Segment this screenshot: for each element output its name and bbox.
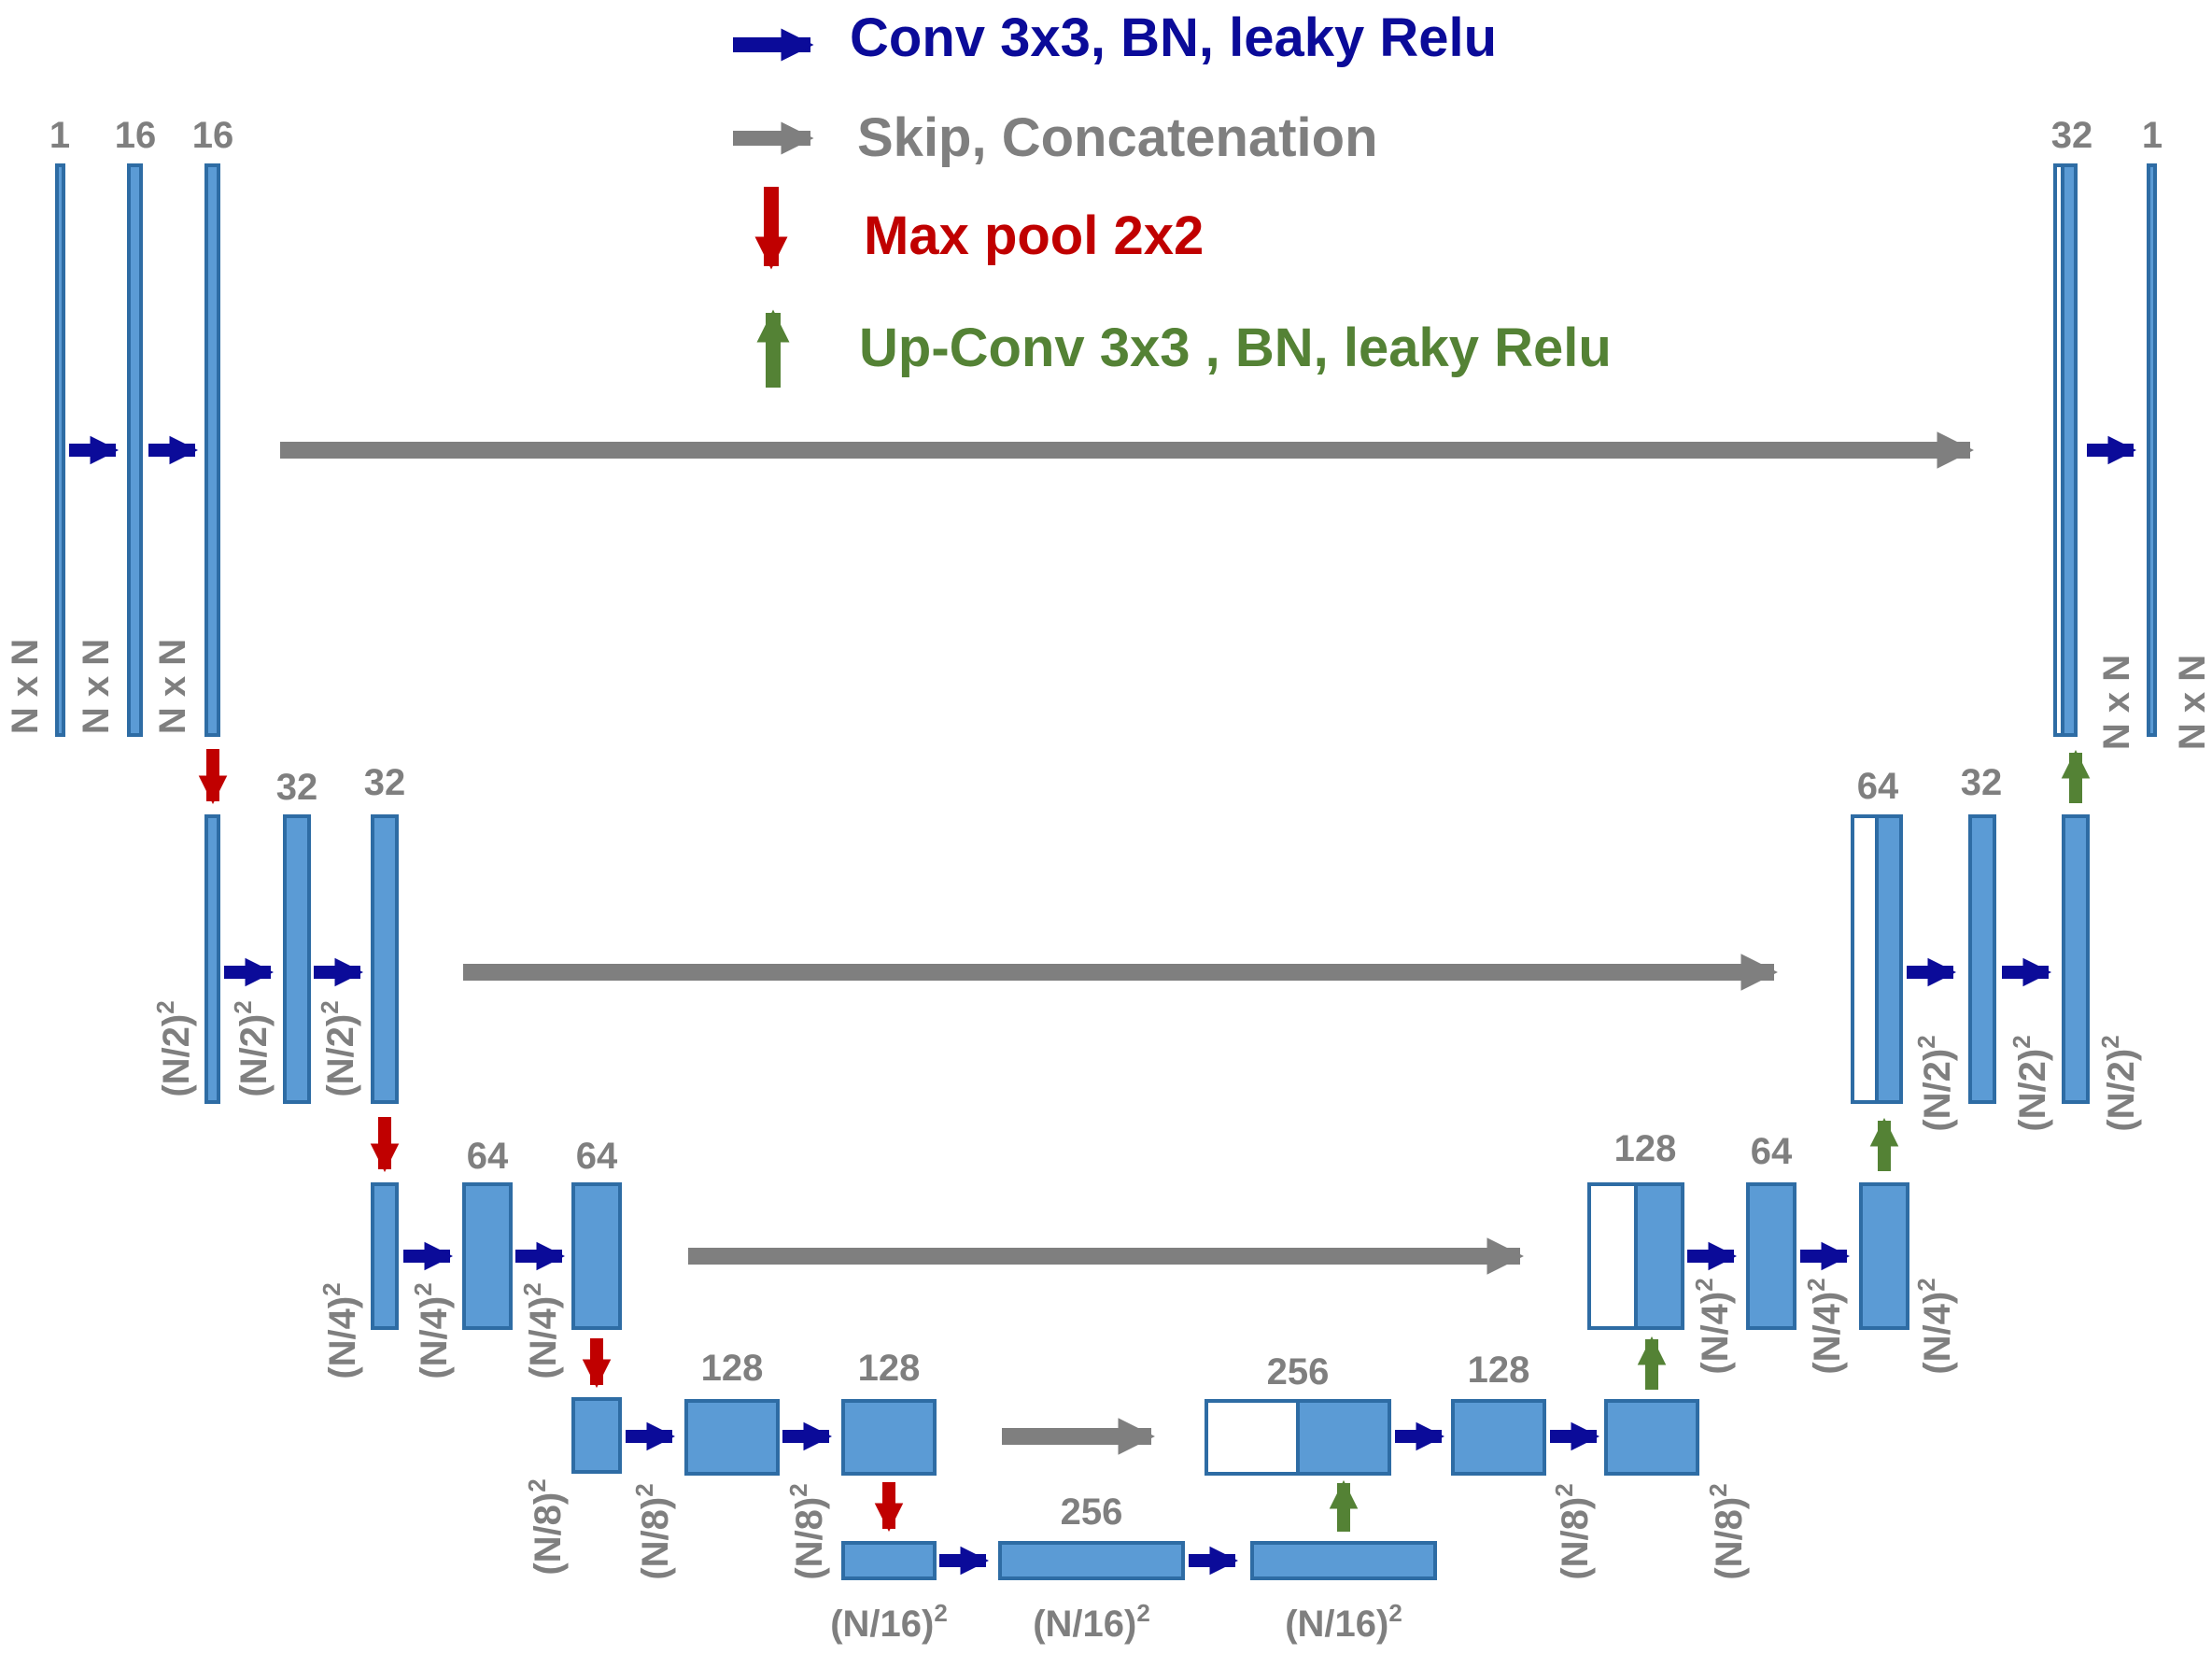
level-2-encoder: 32 32 (N/2)2 (N/2)2 (N/2)2 [151,762,406,1104]
legend-skip-label: Skip, Concatenation [857,107,1378,168]
size-label: (N/8)2 [630,1483,676,1579]
feature-map-l3-pool [371,1182,399,1330]
feature-map-bottleneck-conv2 [1250,1541,1437,1580]
channel-label: 32 [364,762,406,803]
feature-map-l3-conv1 [462,1182,513,1330]
feature-map-l2-conv1 [283,814,311,1104]
channel-label: 16 [192,115,234,156]
size-label: (N/2)2 [316,1000,361,1096]
channel-label: 128 [858,1348,921,1389]
size-label: (N/2)2 [2096,1035,2142,1131]
legend: Conv 3x3, BN, leaky Relu Skip, Concatena… [733,7,1612,388]
legend-pool-label: Max pool 2x2 [864,205,1204,266]
feature-map-bottleneck-pool [841,1541,937,1580]
feature-map-l4-skip [1205,1399,1300,1476]
channel-label: 128 [1468,1350,1530,1391]
size-label: (N/16)2 [1285,1599,1402,1645]
feature-map-l4-dconv2 [1604,1399,1699,1476]
size-label: (N/4)2 [1690,1278,1736,1374]
feature-map-l2-dconv2 [2062,814,2090,1104]
channel-label: 128 [701,1348,764,1389]
size-label: (N/4)2 [317,1282,363,1378]
level-1-decoder: 32 1 N x N N x N [2051,115,2212,750]
feature-map-l4-pool [571,1397,622,1474]
feature-map-l2-dconv1 [1968,814,1996,1104]
size-label: (N/4)2 [1912,1278,1958,1374]
feature-map-l4-conv1 [684,1399,780,1476]
feature-map-l1-input [55,163,65,737]
feature-map-l2-up [1875,814,1903,1104]
feature-map-bottleneck-conv1 [998,1541,1185,1580]
channel-label: 256 [1061,1491,1123,1533]
size-label: N x N [76,639,117,734]
feature-map-l2-pool [204,814,220,1104]
feature-map-l1-conv1 [127,163,143,737]
channel-label: 16 [115,115,157,156]
level-4-decoder: 256 128 (N/8)2 (N/8)2 [1205,1336,1750,1580]
size-label: (N/8)2 [1704,1483,1750,1579]
channel-label: 64 [467,1136,509,1177]
feature-map-l4-up [1296,1399,1391,1476]
channel-label: 32 [2051,115,2093,156]
size-label: (N/2)2 [151,1000,197,1096]
feature-map-l1-conv2 [204,163,220,737]
level-4-encoder: 128 128 (N/8)2 (N/8)2 (N/8)2 [523,1348,937,1580]
level-3-encoder: 64 64 (N/4)2 (N/4)2 (N/4)2 [317,1136,622,1379]
bottleneck: 256 (N/16)2 (N/16)2 (N/16)2 [830,1479,1437,1645]
size-label: (N/16)2 [1033,1599,1150,1645]
channel-label: 32 [1961,762,2003,803]
legend-conv-label: Conv 3x3, BN, leaky Relu [850,7,1497,68]
size-label: (N/8)2 [1550,1483,1596,1579]
level-1-encoder: 1 16 16 N x N N x N N x N [5,115,234,737]
channel-label: 64 [1751,1131,1793,1172]
size-label: (N/4)2 [409,1282,455,1378]
feature-map-l2-skip [1851,814,1879,1104]
channel-label: 64 [1857,766,1899,807]
channel-label: 32 [276,767,318,808]
channel-label: 1 [2142,115,2163,156]
feature-map-l2-conv2 [371,814,399,1104]
size-label: N x N [2096,655,2137,750]
legend-upconv-label: Up-Conv 3x3 , BN, leaky Relu [859,318,1612,378]
feature-map-l3-skip [1587,1182,1638,1330]
size-label: (N/16)2 [830,1599,948,1645]
size-label: N x N [152,639,193,734]
feature-map-l4-conv2 [841,1399,937,1476]
channel-label: 128 [1614,1128,1677,1169]
channel-label: 1 [49,115,70,156]
size-label: (N/2)2 [1912,1035,1958,1131]
feature-map-l3-dconv2 [1859,1182,1909,1330]
size-label: (N/4)2 [1802,1278,1848,1374]
level-3-decoder: 128 64 (N/4)2 (N/4)2 (N/4)2 [1587,1117,1958,1375]
feature-map-l3-up [1634,1182,1684,1330]
channel-label: 64 [576,1136,618,1177]
level-2-decoder: 64 32 (N/2)2 (N/2)2 (N/2)2 [1851,749,2142,1132]
size-label: N x N [2172,655,2212,750]
size-label: (N/2)2 [2008,1035,2053,1131]
size-label: (N/2)2 [229,1000,275,1096]
feature-map-l4-dconv1 [1451,1399,1546,1476]
feature-map-l3-conv2 [571,1182,622,1330]
feature-map-l1-output [2147,163,2157,737]
channel-label: 256 [1267,1351,1330,1392]
feature-map-l1-up [2061,163,2078,737]
size-label: (N/8)2 [523,1478,569,1575]
size-label: (N/4)2 [518,1282,564,1378]
size-label: N x N [5,639,46,734]
feature-map-l3-dconv1 [1746,1182,1796,1330]
size-label: (N/8)2 [784,1483,830,1579]
